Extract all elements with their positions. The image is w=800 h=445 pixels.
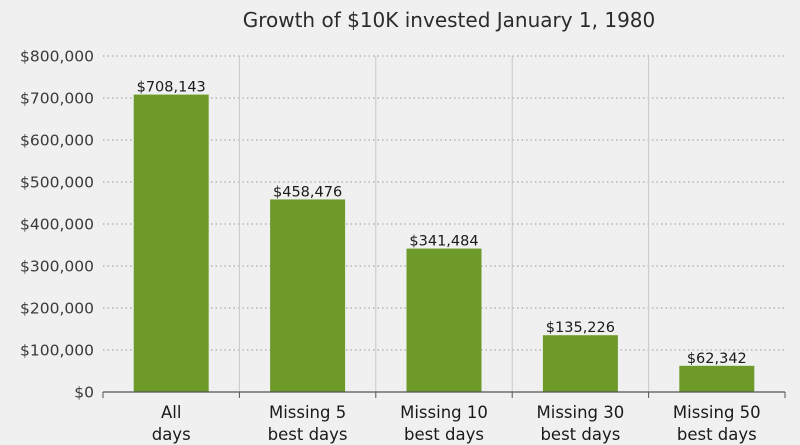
- x-tick-label: All days: [152, 403, 191, 444]
- chart-title: Growth of $10K invested January 1, 1980: [243, 8, 656, 32]
- data-label: $135,226: [546, 320, 615, 336]
- y-tick-label: $100,000: [20, 342, 94, 360]
- x-tick-label: Missing 10 best days: [400, 403, 488, 444]
- y-tick-label: $400,000: [20, 216, 94, 234]
- data-labels: $708,143 $458,476 $341,484 $135,226 $62,342: [137, 80, 747, 367]
- data-label: $708,143: [137, 80, 206, 96]
- x-tick-label: Missing 30 best days: [537, 403, 625, 444]
- y-tick-label: $700,000: [20, 90, 94, 108]
- y-tick-label: $600,000: [20, 132, 94, 150]
- bar: [679, 365, 755, 392]
- x-tick-label: Missing 5 best days: [268, 403, 348, 444]
- category-separators: [238, 56, 650, 392]
- x-tick-label: Missing 50 best days: [673, 403, 761, 444]
- y-tick-labels: $0 $100,000 $200,000 $300,000 $400,000 $500,0…: [20, 48, 94, 402]
- y-tick-label: $500,000: [20, 174, 94, 192]
- y-tick-label: $200,000: [20, 300, 94, 318]
- x-tick-labels: All days Missing 5 best days Missing 10 best …: [152, 403, 761, 444]
- bar: [133, 94, 209, 392]
- data-label: $458,476: [273, 184, 342, 200]
- gridlines: [103, 55, 785, 351]
- bars: [133, 94, 755, 392]
- data-label: $62,342: [687, 351, 747, 367]
- y-tick-label: $0: [74, 384, 94, 402]
- bar: [542, 335, 618, 392]
- bar: [270, 199, 346, 392]
- axes: [102, 391, 786, 398]
- data-label: $341,484: [409, 234, 478, 250]
- y-tick-label: $800,000: [20, 48, 94, 66]
- bar: [406, 248, 482, 392]
- y-tick-label: $300,000: [20, 258, 94, 276]
